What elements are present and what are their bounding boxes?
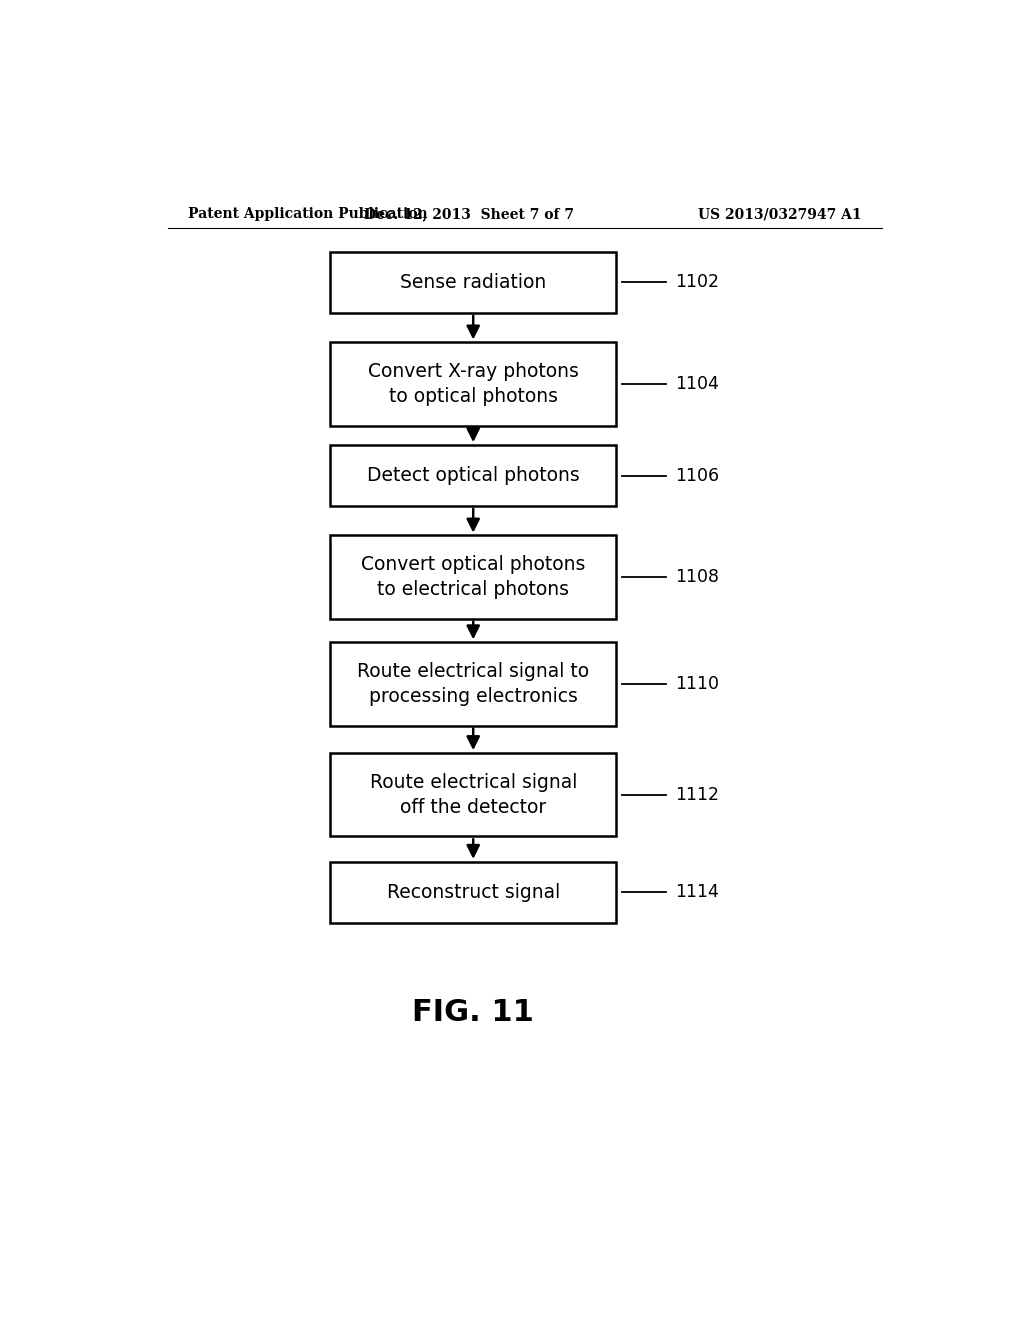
Text: Sense radiation: Sense radiation <box>400 273 547 292</box>
Text: Detect optical photons: Detect optical photons <box>367 466 580 484</box>
Bar <box>331 342 616 426</box>
Text: 1108: 1108 <box>676 568 720 586</box>
Text: Route electrical signal to
processing electronics: Route electrical signal to processing el… <box>357 661 589 706</box>
Bar <box>331 862 616 923</box>
Text: 1112: 1112 <box>676 785 720 804</box>
Bar <box>331 752 616 837</box>
Text: 1110: 1110 <box>676 675 720 693</box>
Bar <box>331 536 616 619</box>
Text: FIG. 11: FIG. 11 <box>413 998 535 1027</box>
Text: 1106: 1106 <box>676 466 720 484</box>
Text: Convert X-ray photons
to optical photons: Convert X-ray photons to optical photons <box>368 362 579 407</box>
Bar <box>331 445 616 506</box>
Text: Patent Application Publication: Patent Application Publication <box>187 207 427 222</box>
Text: US 2013/0327947 A1: US 2013/0327947 A1 <box>698 207 862 222</box>
Text: 1114: 1114 <box>676 883 720 902</box>
Text: Dec. 12, 2013  Sheet 7 of 7: Dec. 12, 2013 Sheet 7 of 7 <box>365 207 574 222</box>
Text: Reconstruct signal: Reconstruct signal <box>387 883 560 902</box>
Bar <box>331 252 616 313</box>
Text: 1104: 1104 <box>676 375 720 393</box>
Text: 1102: 1102 <box>676 273 720 292</box>
Text: Convert optical photons
to electrical photons: Convert optical photons to electrical ph… <box>361 556 586 599</box>
Bar <box>331 643 616 726</box>
Text: Route electrical signal
off the detector: Route electrical signal off the detector <box>370 772 577 817</box>
